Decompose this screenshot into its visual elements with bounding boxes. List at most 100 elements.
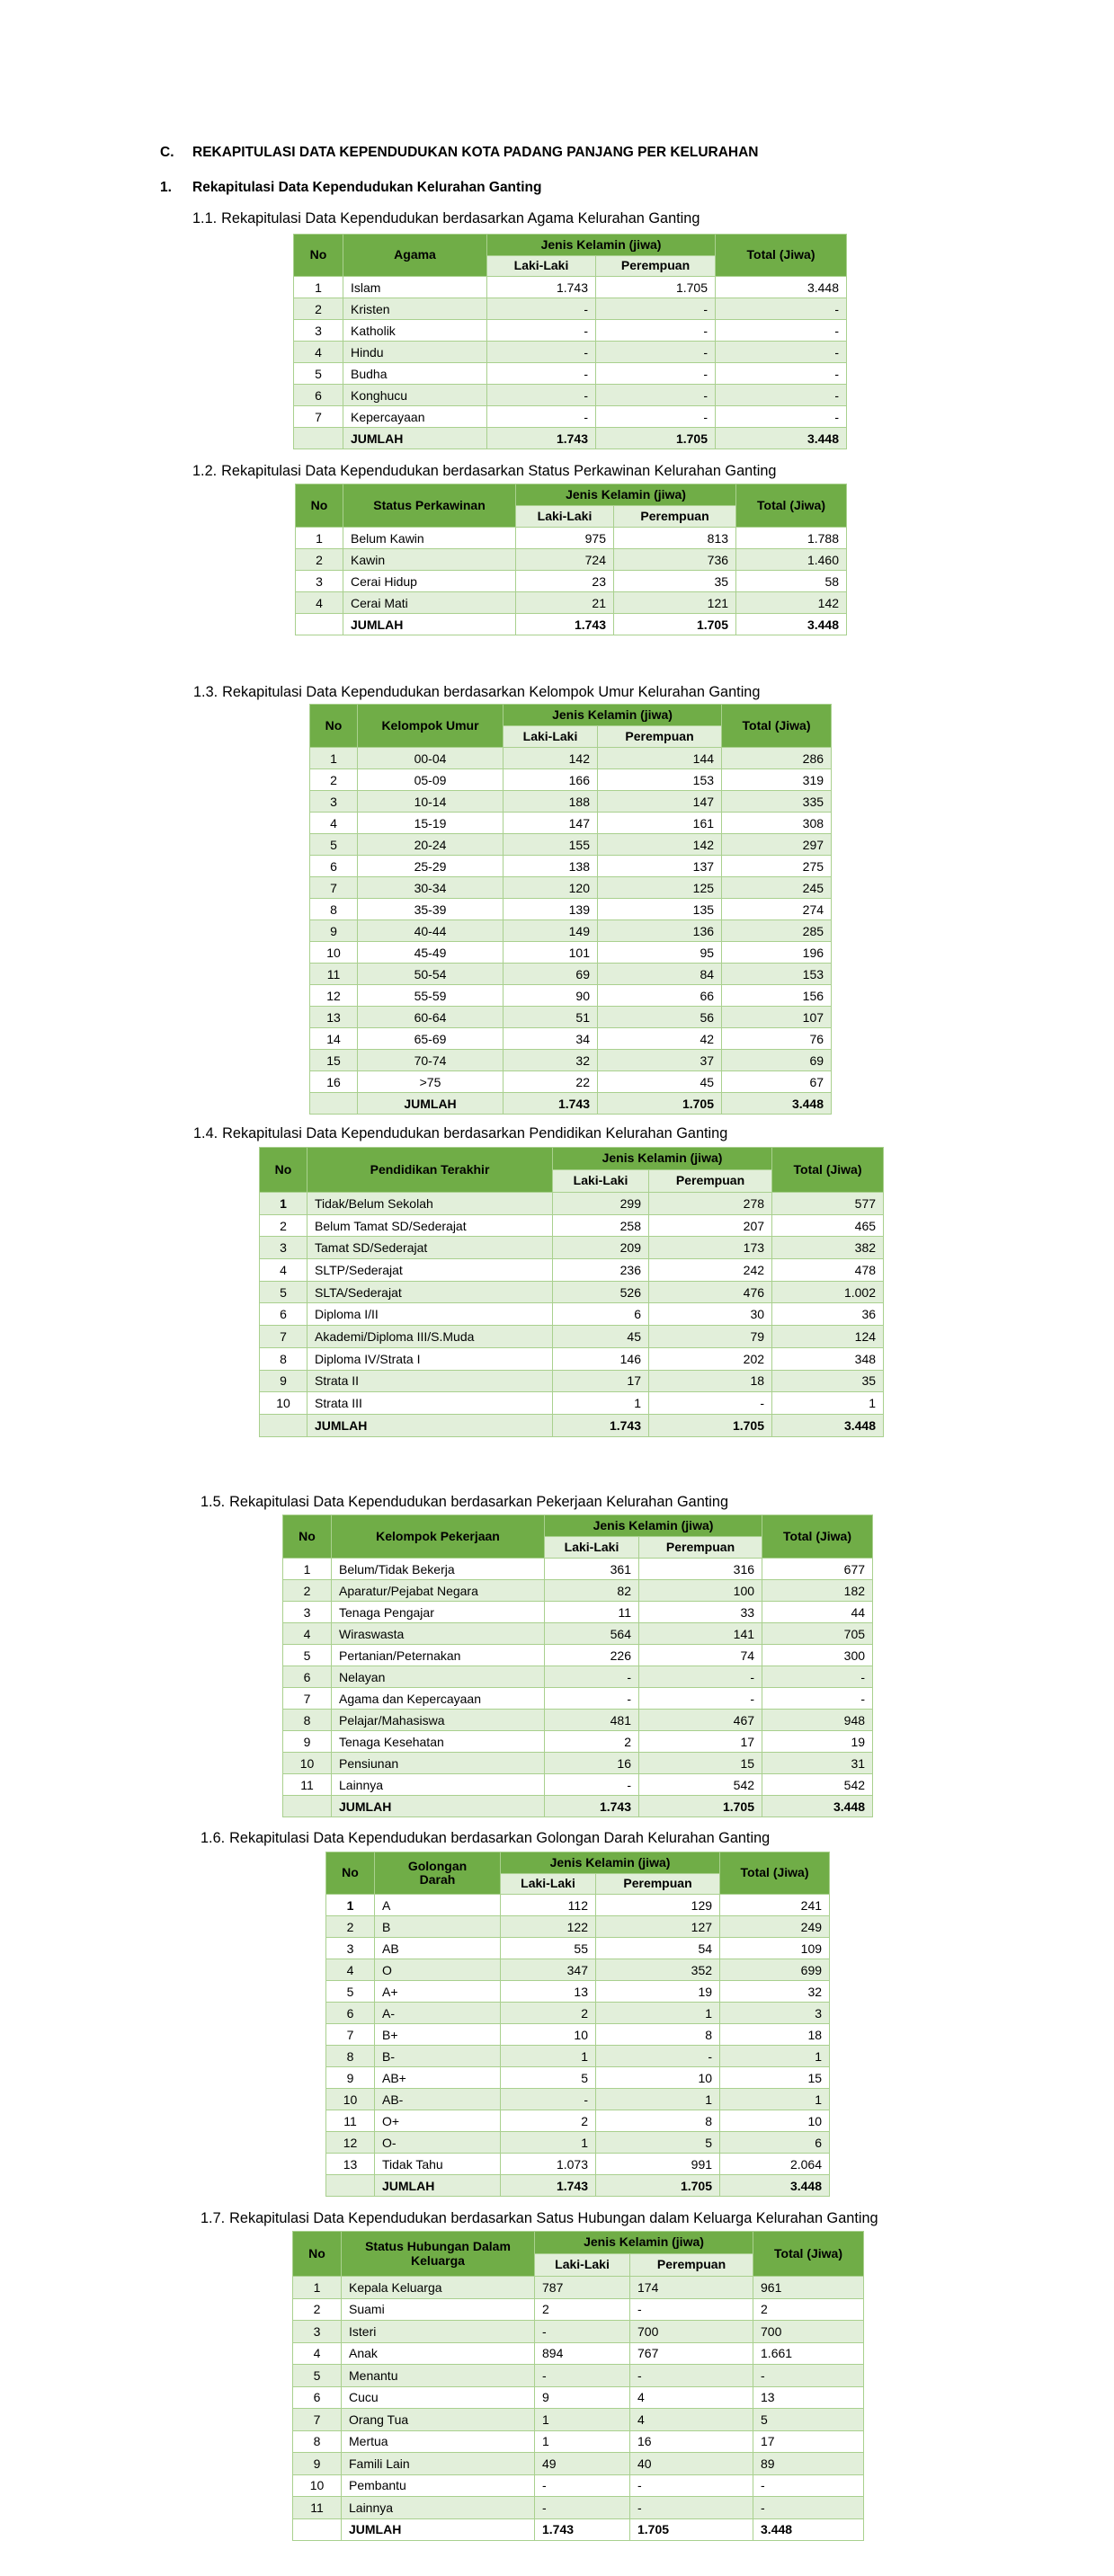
cell-category: Kawin	[343, 548, 516, 571]
cell-category: Pelajar/Mahasiswa	[331, 1709, 545, 1731]
caption-text: Rekapitulasi Data Kependudukan berdasark…	[222, 684, 761, 700]
cell-total: -	[715, 341, 848, 363]
cell-category: B-	[374, 2045, 501, 2067]
cell-category: Belum/Tidak Bekerja	[331, 1558, 545, 1580]
cell-female: -	[628, 2474, 754, 2497]
header-category-label: Pendidikan Terakhir	[370, 1161, 490, 1177]
cell-female: 174	[628, 2276, 754, 2299]
cell-female: -	[628, 2496, 754, 2519]
cell-category: SLTP/Sederajat	[307, 1258, 553, 1282]
table-row: 16 >75 22 45 67	[309, 1070, 833, 1093]
cell-female: 991	[594, 2153, 721, 2175]
cell-total: 699	[719, 1959, 831, 1981]
caption-number: 1.5.	[201, 1494, 226, 1510]
table-row: 9 Famili Lain 49 40 89	[292, 2452, 865, 2475]
cell-male: 724	[515, 548, 614, 571]
cell-male: 347	[500, 1959, 596, 1981]
cell-female: 15	[637, 1752, 763, 1774]
cell-male: 2	[500, 2110, 596, 2132]
cell-no: 1	[309, 747, 358, 769]
cell-no: 3	[293, 319, 343, 342]
cell-male: 787	[534, 2276, 630, 2299]
cell-total: 948	[762, 1709, 874, 1731]
table-row: 4 Anak 894 767 1.661	[292, 2341, 865, 2365]
cell-female: 17	[637, 1730, 763, 1753]
cell-category: Lainnya	[331, 1773, 545, 1796]
cell-female: -	[594, 298, 717, 320]
table-row: 4 Hindu - - -	[293, 341, 848, 363]
subheader-row: Laki-Laki Perempuan	[296, 505, 847, 528]
header-total: Total (Jiwa)	[719, 1852, 831, 1895]
cell-category: 60-64	[357, 1006, 504, 1028]
cell-category: Strata III	[307, 1391, 553, 1415]
data-table: No Agama Jenis Kelamin (jiwa) Total (Jiwa) L…	[293, 234, 848, 449]
cell-total: 3.448	[753, 2518, 865, 2541]
cell-no: 9	[259, 1369, 307, 1393]
header-category-label: Kelompok Pekerjaan	[376, 1528, 500, 1543]
table-row: 2 Suami 2-2	[292, 2297, 865, 2321]
cell-male: -	[544, 1773, 639, 1796]
cell-female: 129	[594, 1894, 721, 1916]
cell-male: 112	[500, 1894, 596, 1916]
cell-female: 467	[637, 1709, 763, 1731]
cell-female: -	[637, 1687, 763, 1710]
header-no: No	[295, 484, 343, 528]
cell-category: JUMLAH	[343, 613, 516, 635]
table-row: 7 Agama dan Kepercayaan - - -	[282, 1687, 874, 1710]
caption-number: 1.1.	[192, 210, 218, 227]
cell-male: 226	[544, 1644, 639, 1666]
cell-category: B	[374, 1915, 501, 1938]
cell-total: 465	[771, 1213, 885, 1238]
cell-female: 242	[647, 1258, 773, 1282]
cell-category: Orang Tua	[341, 2408, 535, 2431]
cell-no: 6	[282, 1666, 332, 1688]
cell-total: 109	[719, 1937, 831, 1959]
table-row: 6 25-29 138 137 275	[309, 855, 833, 877]
cell-category: Suami	[341, 2297, 535, 2321]
caption-number: 1.4.	[193, 1125, 218, 1141]
cell-male: 1	[534, 2408, 630, 2431]
cell-total: 32	[719, 1980, 831, 2003]
table-row: 12 O- 1 5 6	[325, 2131, 831, 2154]
cell-female: 95	[596, 941, 723, 964]
table-row: 9 Strata II 17 18 35	[259, 1369, 885, 1393]
cell-male: 10	[500, 2023, 596, 2046]
header-total: Total (Jiwa)	[771, 1147, 885, 1193]
cell-male: 2	[534, 2297, 630, 2321]
cell-category: JUMLAH	[341, 2518, 535, 2541]
table-row: 10 45-49 101 95 196	[309, 941, 833, 964]
cell-female: 45	[596, 1070, 723, 1093]
cell-category: 35-39	[357, 898, 504, 920]
caption-text: Rekapitulasi Data Kependudukan berdasark…	[222, 1125, 728, 1141]
cell-category: 50-54	[357, 963, 504, 985]
cell-male: 139	[503, 898, 598, 920]
cell-male: 146	[552, 1346, 649, 1371]
section-title: REKAPITULASI DATA KEPENDUDUKAN KOTA PADA…	[192, 145, 759, 160]
table-row: 4 Cerai Mati 21 121 142	[295, 591, 848, 614]
cell-male: 6	[552, 1302, 649, 1327]
cell-total: 577	[771, 1192, 885, 1215]
header-category: Status Perkawinan	[343, 484, 516, 528]
table-row: 7 Kepercayaan - - -	[293, 405, 848, 428]
header-total: Total (Jiwa)	[762, 1515, 874, 1559]
header-total-label: Total (Jiwa)	[793, 1161, 862, 1177]
header-no: No	[309, 704, 358, 748]
header-total: Total (Jiwa)	[721, 704, 833, 748]
cell-no: 9	[325, 2066, 375, 2089]
data-table: No Pendidikan Terakhir Jenis Kelamin (jiwa…	[259, 1147, 885, 1437]
caption-number: 1.3.	[193, 684, 218, 700]
cell-category: Tenaga Pengajar	[331, 1601, 545, 1623]
header-male: Laki-Laki	[544, 1536, 639, 1559]
table-row: 3 Katholik - - -	[293, 319, 848, 342]
table-row: 6 Konghucu - - -	[293, 384, 848, 406]
table-row: 10 Strata III 1-1	[259, 1391, 885, 1415]
cell-total: 89	[753, 2452, 865, 2475]
section-label: C.	[160, 145, 174, 160]
cell-category: 40-44	[357, 919, 504, 942]
cell-total: 6	[719, 2131, 831, 2154]
cell-no: 3	[325, 1937, 375, 1959]
cell-category: Belum Tamat SD/Sederajat	[307, 1213, 553, 1238]
cell-category: 45-49	[357, 941, 504, 964]
cell-male: -	[544, 1687, 639, 1710]
cell-female: 30	[647, 1302, 773, 1327]
